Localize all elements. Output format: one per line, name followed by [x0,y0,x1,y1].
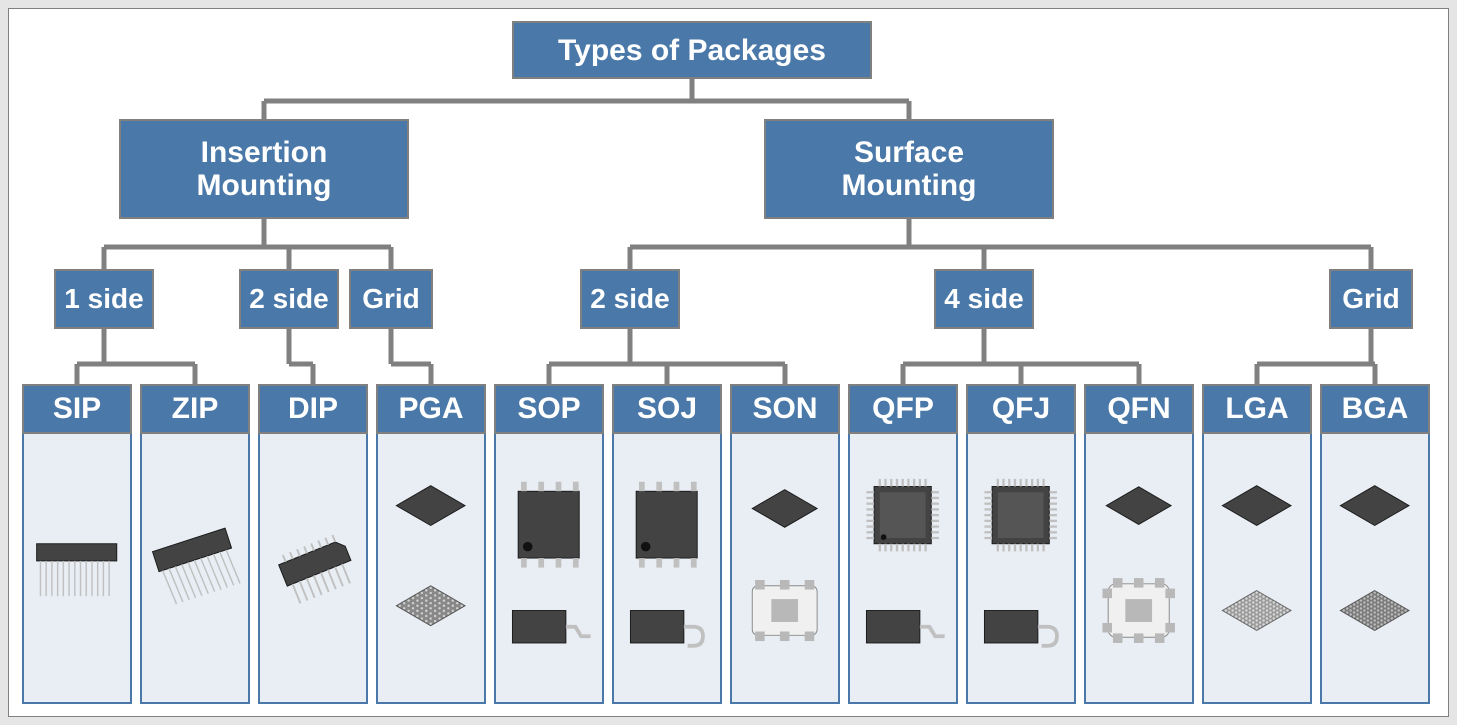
leaf-illustration-qfp [848,434,958,704]
tag-i1: 1 side [54,269,154,329]
tag-s3: Grid [1329,269,1413,329]
leaf-illustration-sop [494,434,604,704]
leaf-label-lga: LGA [1202,384,1312,434]
leaf-illustration-sip [22,434,132,704]
tag-s2: 4 side [934,269,1034,329]
leaf-soj: SOJ [612,384,722,704]
leaf-dip: DIP [258,384,368,704]
leaf-sop: SOP [494,384,604,704]
leaf-son: SON [730,384,840,704]
leaf-illustration-zip [140,434,250,704]
leaf-label-bga: BGA [1320,384,1430,434]
leaf-zip: ZIP [140,384,250,704]
leaf-label-dip: DIP [258,384,368,434]
leaf-label-soj: SOJ [612,384,722,434]
tag-i2: 2 side [239,269,339,329]
leaf-bga: BGA [1320,384,1430,704]
leaf-label-qfn: QFN [1084,384,1194,434]
leaf-illustration-pga [376,434,486,704]
leaf-label-sop: SOP [494,384,604,434]
leaf-illustration-bga [1320,434,1430,704]
leaf-sip: SIP [22,384,132,704]
leaf-label-qfj: QFJ [966,384,1076,434]
leaf-lga: LGA [1202,384,1312,704]
leaf-pga: PGA [376,384,486,704]
leaf-label-pga: PGA [376,384,486,434]
leaf-illustration-qfn [1084,434,1194,704]
leaf-illustration-dip [258,434,368,704]
diagram-frame: Types of Packages Insertion Mounting Surfa… [8,8,1449,717]
branch-surface: Surface Mounting [764,119,1054,219]
tag-i3: Grid [349,269,433,329]
root-node: Types of Packages [512,21,872,79]
leaf-qfp: QFP [848,384,958,704]
leaf-label-zip: ZIP [140,384,250,434]
leaf-illustration-qfj [966,434,1076,704]
leaf-qfj: QFJ [966,384,1076,704]
leaf-qfn: QFN [1084,384,1194,704]
leaf-label-qfp: QFP [848,384,958,434]
branch-insertion: Insertion Mounting [119,119,409,219]
leaf-label-son: SON [730,384,840,434]
leaf-illustration-lga [1202,434,1312,704]
tag-s1: 2 side [580,269,680,329]
leaf-label-sip: SIP [22,384,132,434]
leaf-illustration-soj [612,434,722,704]
leaf-illustration-son [730,434,840,704]
